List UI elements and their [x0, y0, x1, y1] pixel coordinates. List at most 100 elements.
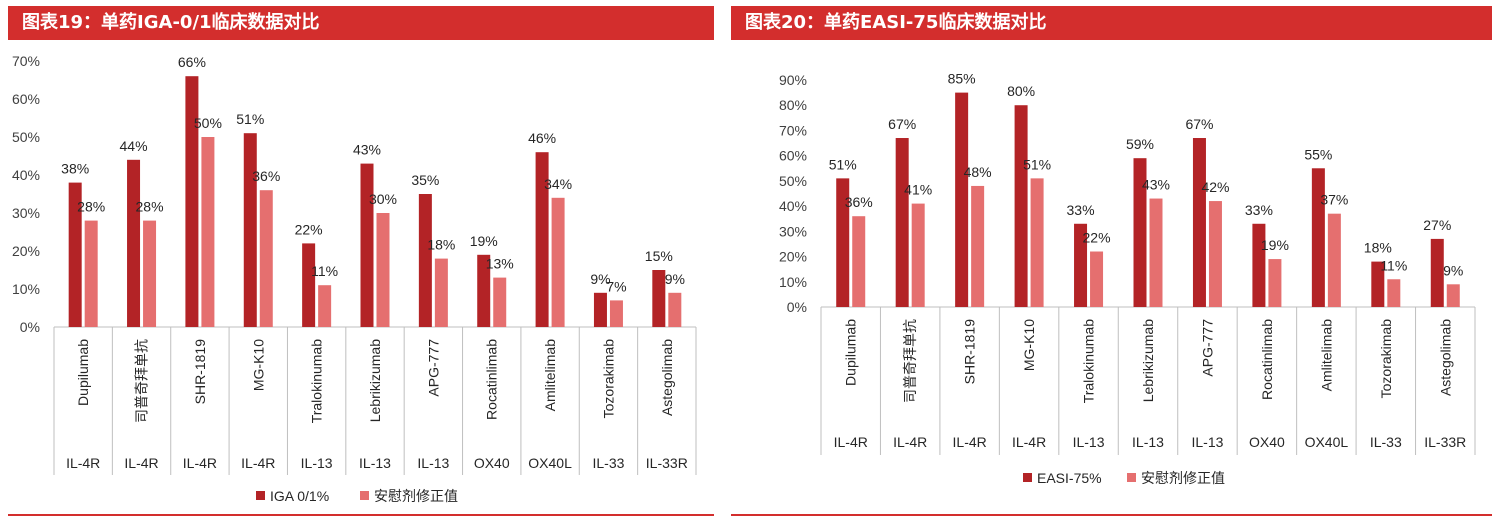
y-tick-label: 40% [12, 167, 40, 183]
data-label: 36% [252, 168, 280, 184]
y-tick-label: 10% [12, 281, 40, 297]
y-tick-label: 80% [779, 97, 807, 113]
target-label: IL-13 [301, 455, 333, 471]
bar-placebo-adjusted [971, 185, 985, 307]
target-label: IL-4R [953, 434, 987, 450]
bar-primary [1252, 223, 1266, 307]
bar-primary [895, 138, 909, 307]
bar-primary [243, 133, 257, 327]
bar-placebo-adjusted [84, 220, 98, 327]
target-label: IL-4R [834, 434, 868, 450]
target-label: IL-4R [241, 455, 275, 471]
data-label: 59% [1126, 136, 1154, 152]
bar-primary [1074, 223, 1088, 307]
legend-swatch [256, 491, 265, 500]
y-tick-label: 30% [12, 205, 40, 221]
legend-swatch [1127, 473, 1136, 482]
target-label: IL-4R [893, 434, 927, 450]
bar-placebo-adjusted [911, 203, 925, 307]
data-label: 36% [845, 194, 873, 210]
target-label: OX40 [474, 455, 510, 471]
legend-label: 安慰剂修正值 [1141, 470, 1225, 486]
bar-primary [1192, 138, 1206, 307]
data-label: 18% [1364, 240, 1392, 256]
target-label: IL-33 [1370, 434, 1402, 450]
target-label: OX40L [528, 455, 572, 471]
chart-title: 图表20：单药EASI-75临床数据对比 [731, 6, 1492, 40]
category-label: Astegolimab [659, 339, 675, 416]
category-label: Amlitelimab [1318, 319, 1334, 392]
data-label: 51% [829, 156, 857, 172]
target-label: IL-4R [1012, 434, 1046, 450]
bar-primary [535, 152, 549, 327]
category-label: Tozorakimab [600, 339, 616, 419]
bar-primary [185, 76, 199, 327]
data-label: 35% [411, 172, 439, 188]
data-label: 22% [1083, 230, 1111, 246]
data-label: 13% [486, 256, 514, 272]
target-label: IL-4R [183, 455, 217, 471]
target-label: IL-13 [1073, 434, 1105, 450]
category-label: Astegolimab [1437, 319, 1453, 396]
bar-primary [593, 292, 607, 327]
y-tick-label: 10% [779, 274, 807, 290]
y-tick-label: 0% [787, 299, 807, 315]
bottom-divider [731, 514, 1492, 516]
y-tick-label: 70% [779, 122, 807, 138]
bar-primary [836, 178, 850, 307]
bottom-divider [8, 514, 714, 516]
data-label: 18% [427, 237, 455, 253]
bar-placebo-adjusted [318, 285, 332, 327]
data-label: 7% [606, 278, 626, 294]
data-label: 46% [528, 130, 556, 146]
data-label: 44% [120, 138, 148, 154]
target-label: IL-13 [359, 455, 391, 471]
bar-placebo-adjusted [1327, 213, 1341, 307]
chart-panel-iga: 图表19：单药IGA-0/1临床数据对比 0% 10% 20% 30% 40% 50% 60… [0, 0, 714, 520]
data-label: 15% [645, 248, 673, 264]
bar-placebo-adjusted [1446, 284, 1460, 307]
bar-placebo-adjusted [1090, 251, 1104, 307]
bar-placebo-adjusted [852, 216, 866, 307]
y-tick-label: 40% [779, 198, 807, 214]
legend-label: 安慰剂修正值 [374, 488, 458, 504]
data-label: 22% [295, 221, 323, 237]
category-label: SHR-1819 [962, 319, 978, 385]
target-label: IL-13 [417, 455, 449, 471]
bar-placebo-adjusted [1208, 201, 1222, 307]
category-label: Lebrikizumab [367, 339, 383, 422]
y-tick-label: 90% [779, 72, 807, 88]
data-label: 19% [1261, 237, 1289, 253]
target-label: OX40 [1249, 434, 1285, 450]
data-label: 33% [1245, 202, 1273, 218]
bar-primary [1014, 105, 1028, 307]
target-label: IL-4R [66, 455, 100, 471]
bar-placebo-adjusted [434, 258, 448, 327]
bar-primary [360, 163, 374, 327]
bar-primary [127, 159, 141, 327]
bar-primary [302, 243, 316, 327]
category-label: Lebrikizumab [1140, 319, 1156, 402]
category-label: Dupilumab [843, 319, 859, 386]
category-label: Tralokinumab [309, 339, 325, 424]
category-label: APG-777 [425, 339, 441, 397]
bar-placebo-adjusted [1268, 259, 1282, 307]
category-label: APG-777 [1199, 319, 1215, 377]
target-label: IL-13 [1191, 434, 1223, 450]
data-label: 11% [311, 263, 338, 279]
y-tick-label: 60% [12, 91, 40, 107]
bar-placebo-adjusted [259, 190, 273, 327]
data-label: 85% [948, 71, 976, 87]
data-label: 33% [1067, 202, 1095, 218]
data-label: 30% [369, 191, 397, 207]
data-label: 43% [1142, 177, 1170, 193]
data-label: 51% [236, 111, 264, 127]
category-label: SHR-1819 [192, 339, 208, 405]
data-label: 27% [1423, 217, 1451, 233]
category-label: MG-K10 [1021, 319, 1037, 371]
data-label: 55% [1304, 146, 1332, 162]
bar-primary [1133, 158, 1147, 307]
bar-placebo-adjusted [143, 220, 157, 327]
data-label: 37% [1320, 192, 1348, 208]
data-label: 41% [904, 182, 932, 198]
